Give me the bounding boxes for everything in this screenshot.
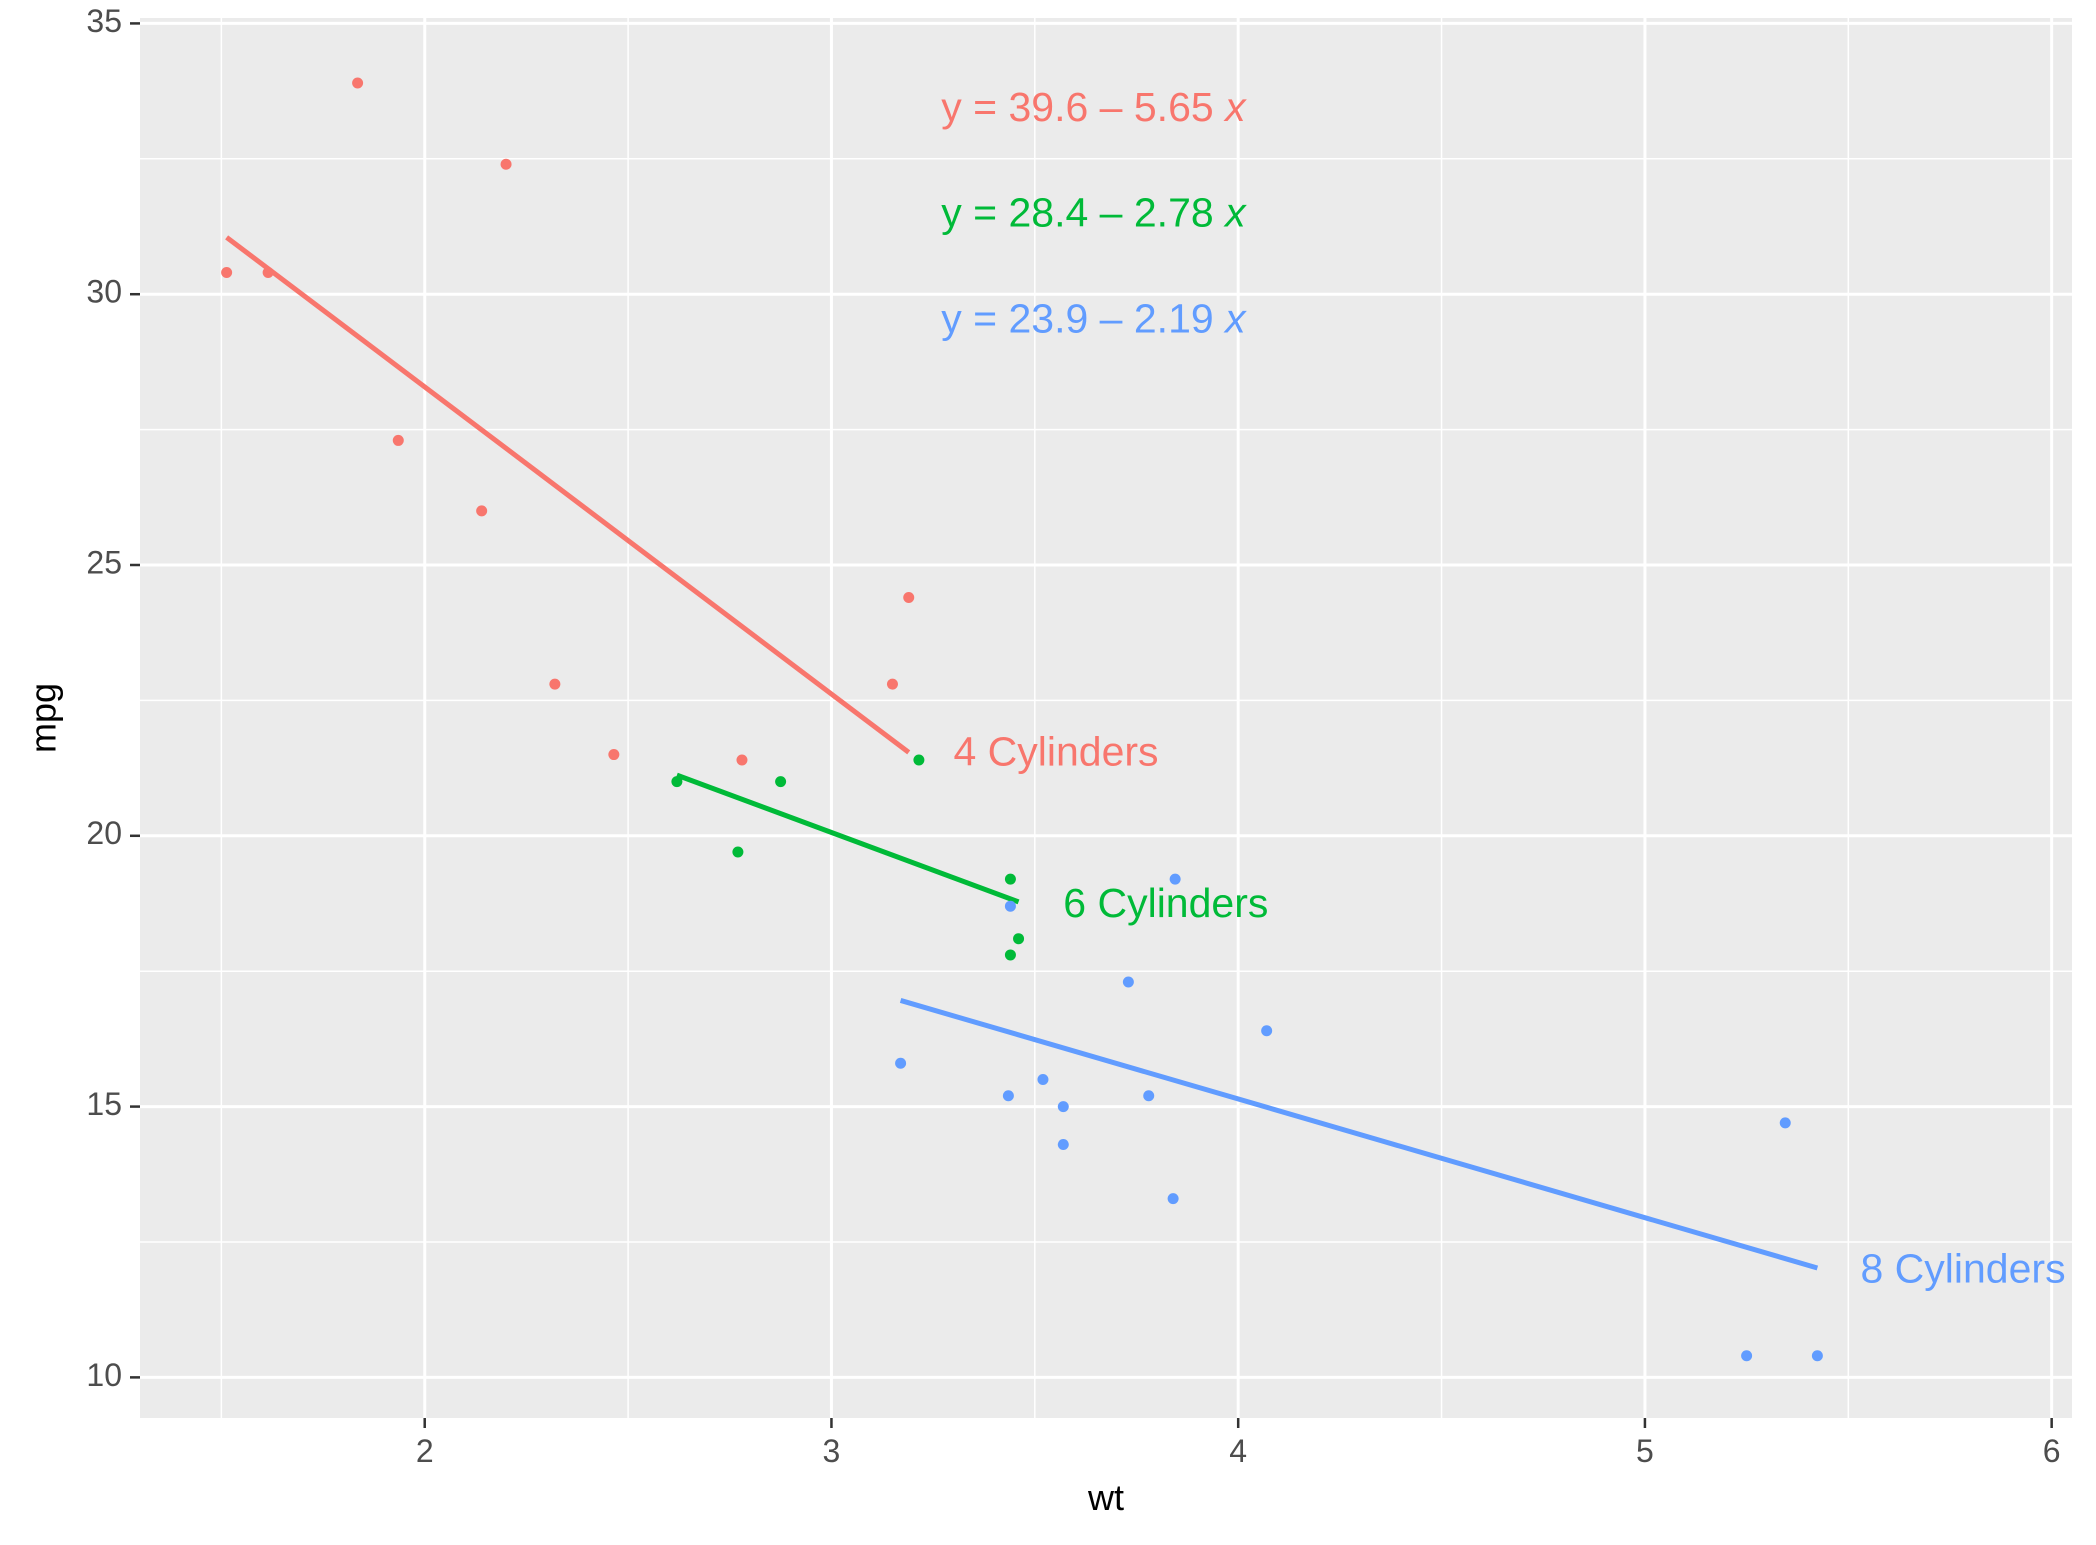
data-point [1811, 1350, 1823, 1362]
data-point [1004, 900, 1016, 912]
data-point [1169, 873, 1181, 885]
series-label: 4 Cylinders [953, 728, 1158, 774]
y-axis-label: mpg [23, 683, 64, 753]
x-tick-label: 5 [1636, 1433, 1654, 1469]
data-point [352, 77, 364, 89]
y-tick-label: 10 [86, 1357, 122, 1393]
data-point [775, 776, 787, 788]
x-tick-label: 3 [823, 1433, 841, 1469]
data-point [1002, 1090, 1014, 1102]
data-point [1057, 1101, 1069, 1113]
data-point [732, 846, 744, 858]
data-point [1261, 1025, 1273, 1037]
data-point [262, 267, 274, 279]
data-point [1057, 1138, 1069, 1150]
data-point [903, 591, 915, 603]
data-point [500, 158, 512, 170]
series-labels: 4 Cylinders 6 Cylinders 8 Cylinders [953, 728, 2065, 1291]
data-point [1013, 933, 1025, 945]
data-point [1167, 1193, 1179, 1205]
x-tick-label: 2 [416, 1433, 434, 1469]
regression-line [676, 772, 1020, 905]
x-axis-label: wt [1087, 1477, 1124, 1518]
data-point [895, 1057, 907, 1069]
minor-gridlines [140, 18, 2072, 1418]
data-point [1779, 1117, 1791, 1129]
equation-text: y = 23.9 – 2.19 [941, 295, 1225, 341]
series-label: 8 Cylinders [1860, 1246, 2065, 1292]
data-point [913, 754, 925, 766]
data-point [392, 434, 404, 446]
data-point [608, 749, 620, 761]
regression-equations: y = 39.6 – 5.65 xy = 28.4 – 2.78 xy = 23… [941, 84, 1247, 341]
major-gridlines [140, 18, 2072, 1418]
data-point [1122, 976, 1134, 988]
data-point [549, 678, 561, 690]
data-point [1004, 949, 1016, 961]
y-tick-label: 20 [86, 815, 122, 851]
axes: 2 3 4 5 6 10 15 20 25 30 35 [86, 3, 2060, 1469]
plot-panel [140, 18, 2072, 1418]
y-tick-label: 15 [86, 1086, 122, 1122]
regression-line [225, 235, 911, 755]
x-tick-label: 4 [1229, 1433, 1247, 1469]
regression-line [899, 998, 1819, 1271]
data-point [1741, 1350, 1753, 1362]
data-point [671, 776, 683, 788]
y-tick-label: 30 [86, 274, 122, 310]
data-points [221, 77, 1823, 1362]
equation-text: y = 39.6 – 5.65 [941, 84, 1225, 130]
series-label: 6 Cylinders [1063, 880, 1268, 926]
regression-equation: y = 39.6 – 5.65 x [941, 84, 1247, 130]
data-point [736, 754, 748, 766]
equation-variable: x [1223, 295, 1247, 341]
y-tick-label: 35 [86, 3, 122, 39]
regression-equation: y = 23.9 – 2.19 x [941, 295, 1247, 341]
y-tick-label: 25 [86, 544, 122, 580]
equation-variable: x [1223, 190, 1247, 236]
data-point [221, 267, 233, 279]
equation-variable: x [1223, 84, 1247, 130]
regression-lines [225, 235, 1819, 1271]
data-point [1037, 1074, 1049, 1086]
regression-equation: y = 28.4 – 2.78 x [941, 190, 1247, 236]
data-point [1004, 873, 1016, 885]
data-point [1143, 1090, 1155, 1102]
data-point [476, 505, 488, 517]
data-point [886, 678, 898, 690]
equation-text: y = 28.4 – 2.78 [941, 190, 1225, 236]
x-tick-label: 6 [2043, 1433, 2061, 1469]
